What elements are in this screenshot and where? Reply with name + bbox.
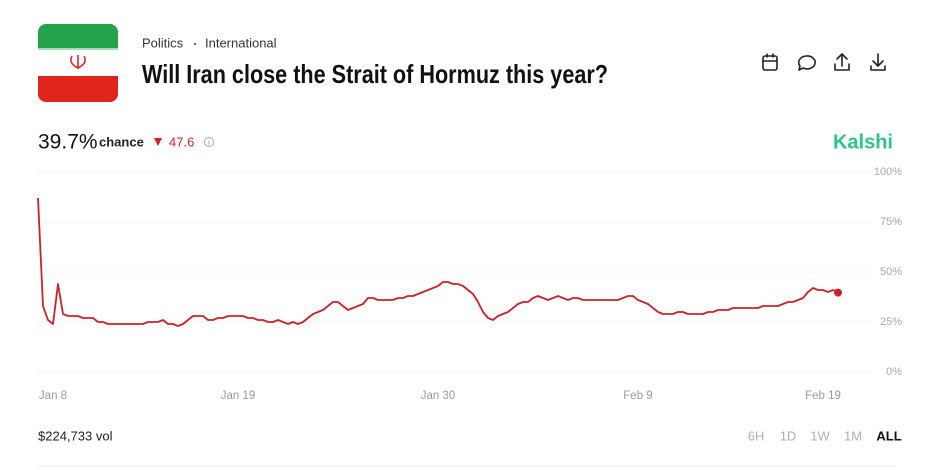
x-tick-label: Jan 30 <box>421 390 456 402</box>
download-icon[interactable] <box>870 53 886 71</box>
x-tick-label: Feb 19 <box>805 390 841 402</box>
range-button[interactable]: ALL <box>876 428 901 443</box>
range-button[interactable]: 1D <box>780 428 797 443</box>
share-icon[interactable] <box>834 53 850 71</box>
chart: 0% 25% 50% 75% 100% Jan 8 Jan 19 Jan 30 Feb 9 Feb… <box>37 166 902 402</box>
price-line <box>37 197 839 327</box>
category[interactable]: Politics <box>142 35 184 50</box>
range-selector: 6H 1D 1W 1M ALL <box>748 428 902 443</box>
chance-label: chance <box>99 134 144 149</box>
y-tick-label: 25% <box>880 316 902 328</box>
x-tick-label: Feb 9 <box>623 390 652 402</box>
flag <box>38 24 118 102</box>
last-point <box>834 288 842 297</box>
y-tick-label: 75% <box>880 216 902 228</box>
market-title: Will Iran close the Strait of Hormuz thi… <box>142 59 608 89</box>
down-arrow <box>154 138 162 146</box>
info-icon[interactable] <box>204 137 214 147</box>
range-button[interactable]: 1M <box>844 428 862 443</box>
change: 47.6 <box>169 134 194 149</box>
comment-icon[interactable] <box>797 55 816 71</box>
brand: Kalshi <box>833 131 893 153</box>
volume: $224,733 vol <box>38 428 113 443</box>
x-tick-label: Jan 19 <box>221 390 256 402</box>
range-button[interactable]: 6H <box>748 428 765 443</box>
y-tick-label: 0% <box>886 366 902 378</box>
y-tick-label: 100% <box>874 166 902 178</box>
range-button[interactable]: 1W <box>810 428 830 443</box>
x-tick-label: Jan 8 <box>39 390 67 402</box>
separator <box>193 42 197 46</box>
calendar-icon[interactable] <box>762 53 778 71</box>
subcategory[interactable]: International <box>205 35 277 50</box>
y-tick-label: 50% <box>880 266 902 278</box>
chance-value: 39.7% <box>38 131 98 154</box>
